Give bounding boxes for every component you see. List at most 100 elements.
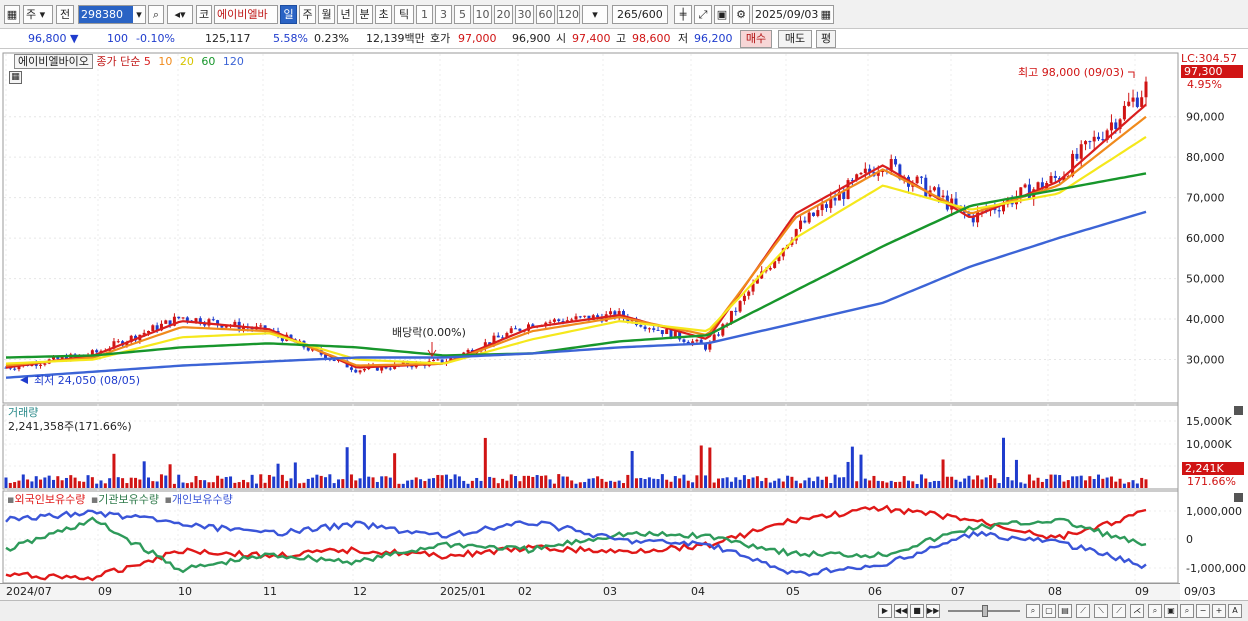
calendar-icon[interactable]: ▦ — [820, 8, 831, 21]
scroll-first-button[interactable]: ◀◀ — [894, 604, 908, 618]
compare-icon[interactable]: ⤢ — [694, 5, 712, 24]
sell-button[interactable]: 매도 — [778, 30, 812, 48]
volume-bar — [1118, 478, 1122, 488]
volume-bar — [388, 477, 392, 488]
volume-bar — [898, 481, 902, 488]
volume-bar — [337, 479, 340, 488]
volume-bar — [660, 474, 664, 488]
interval-30[interactable]: 30 — [515, 5, 534, 24]
interval-120[interactable]: 120 — [557, 5, 580, 24]
sound-icon[interactable]: ◂▾ — [167, 5, 193, 24]
stop-button[interactable]: ■ — [910, 604, 924, 618]
interval-5[interactable]: 5 — [454, 5, 471, 24]
chart-area[interactable]: 90,000 80,000 70,000 60,000 50,000 40,000 30,0… — [0, 50, 1248, 601]
interval-10[interactable]: 10 — [473, 5, 492, 24]
interval-1[interactable]: 1 — [416, 5, 433, 24]
interval-3[interactable]: 3 — [435, 5, 452, 24]
count-field[interactable]: 265/600 — [612, 5, 668, 24]
volume-bar — [1053, 474, 1057, 488]
candle-body — [52, 356, 55, 360]
stock-code-input[interactable]: 298380 ▾ — [78, 5, 146, 24]
table-toggle-icon[interactable]: ▦ — [9, 71, 22, 84]
line-tool-icon[interactable]: ⟍ — [1094, 604, 1108, 618]
volume-bar — [751, 477, 755, 488]
copy-icon[interactable]: ▣ — [1164, 604, 1178, 618]
tab-tick[interactable]: 틱 — [394, 5, 414, 24]
volume-bar — [298, 483, 302, 488]
candle-body — [125, 342, 129, 346]
tab-minute[interactable]: 분 — [356, 5, 373, 24]
interval-60[interactable]: 60 — [536, 5, 555, 24]
trendline-icon[interactable]: ⟋ — [1076, 604, 1090, 618]
chart-menu-icon[interactable]: ▦ — [4, 5, 20, 24]
volume-bar — [52, 479, 55, 488]
volume-bar — [237, 482, 241, 488]
holdings-panel-close-icon[interactable] — [1234, 493, 1243, 502]
prev-button[interactable]: 전 — [56, 5, 74, 24]
candle-body — [181, 317, 185, 319]
window-icon[interactable]: ▢ — [1042, 604, 1056, 618]
volume-bar — [207, 482, 211, 488]
volume-bar — [172, 483, 176, 488]
ray-tool-icon[interactable]: ⟋ — [1112, 604, 1126, 618]
candle-body — [358, 370, 362, 373]
candle-body — [159, 323, 163, 331]
zoom-icon[interactable]: ⌕ — [1026, 604, 1040, 618]
zoom-out-icon[interactable]: − — [1196, 604, 1210, 618]
volume-bar — [21, 474, 25, 488]
volume-bar — [747, 479, 751, 488]
date-field[interactable]: 2025/09/03 ▦ — [752, 5, 834, 24]
volume-panel-close-icon[interactable] — [1234, 406, 1243, 415]
buy-button[interactable]: 매수 — [740, 30, 772, 48]
volume-bar — [574, 483, 578, 488]
fan-tool-icon[interactable]: ⋌ — [1130, 604, 1144, 618]
zoom-in-icon[interactable]: + — [1212, 604, 1226, 618]
search-icon[interactable]: ⌕ — [148, 5, 164, 24]
candle-body — [1036, 182, 1040, 190]
interval-dropdown[interactable]: ▾ — [582, 5, 608, 24]
volume-bar — [971, 479, 975, 488]
candle-body — [578, 316, 582, 318]
candle-body — [362, 368, 366, 371]
auto-scale-icon[interactable]: A — [1228, 604, 1242, 618]
candle-body — [1144, 81, 1148, 98]
volume-bar — [824, 476, 828, 488]
scroll-right-button[interactable]: ▶ — [878, 604, 892, 618]
tab-year[interactable]: 년 — [337, 5, 354, 24]
candle-icon[interactable]: ╪ — [674, 5, 692, 24]
candle-body — [207, 319, 211, 326]
volume-bar — [86, 475, 90, 488]
tab-second[interactable]: 초 — [375, 5, 392, 24]
tab-week[interactable]: 주 — [299, 5, 316, 24]
holdings-tick-label: -1,000,000 — [1186, 562, 1246, 575]
zoom-slider-handle[interactable] — [982, 605, 988, 617]
stock-name-label[interactable]: 에이비엘바이오 — [14, 54, 93, 69]
volume-bar — [587, 478, 591, 488]
stock-name-field[interactable]: 에이비엘바 — [214, 5, 278, 24]
volume-bar — [457, 476, 461, 488]
volume-bar — [332, 483, 336, 488]
tab-day[interactable]: 일 — [280, 5, 297, 24]
volume-bar — [496, 483, 500, 488]
volume-bar — [544, 475, 548, 488]
candle-body — [514, 328, 518, 330]
scroll-last-button[interactable]: ▶▶ — [926, 604, 940, 618]
volume-bar — [1097, 474, 1100, 488]
volume-bar — [617, 480, 621, 488]
layout-icon[interactable]: ▤ — [1058, 604, 1072, 618]
interval-20[interactable]: 20 — [494, 5, 513, 24]
market-select[interactable]: 주 ▾ — [23, 5, 53, 24]
settings-gear-icon[interactable]: ⚙ — [732, 5, 750, 24]
eval-button[interactable]: 평 — [816, 30, 836, 48]
save-icon[interactable]: ▣ — [714, 5, 730, 24]
magnify-icon[interactable]: ⌕ — [1148, 604, 1162, 618]
volume-bar — [194, 476, 198, 488]
x-axis-label: 03 — [603, 585, 617, 598]
volume-bar — [557, 474, 561, 488]
search-zoom-icon[interactable]: ⌕ — [1180, 604, 1194, 618]
volume-bar — [807, 477, 811, 488]
tab-month[interactable]: 월 — [318, 5, 335, 24]
candle-body — [609, 311, 613, 315]
volume-bar — [324, 477, 328, 488]
candle-body — [1053, 175, 1057, 179]
